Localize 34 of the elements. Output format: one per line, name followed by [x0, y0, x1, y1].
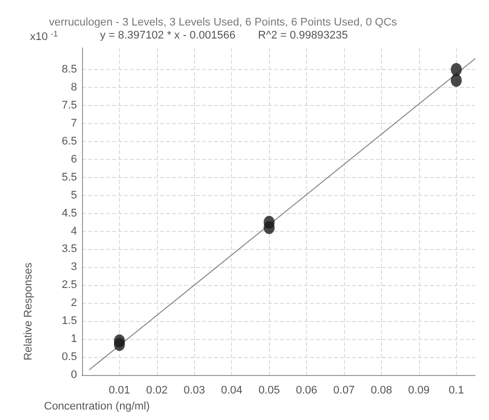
x-tick-label: 0.07 — [333, 384, 355, 396]
text: x10-1 — [30, 30, 58, 43]
text: y = 8.397102 * x - 0.001566 — [100, 30, 236, 42]
y-tick-label: 4 — [70, 225, 77, 238]
y-tick-label: 4.5 — [62, 207, 77, 220]
y-tick-label: 5.5 — [62, 171, 77, 184]
x-tick-label: 0.09 — [408, 384, 430, 396]
x-tick-label: 0.03 — [184, 384, 205, 396]
y-tick-label: 0 — [70, 369, 77, 381]
text: R^2 = 0.99893235 — [258, 30, 348, 42]
x-tick-label: 0.02 — [146, 384, 168, 396]
y-tick-label: 1 — [70, 333, 77, 346]
y-tick-label: 6.5 — [62, 135, 77, 148]
y-tick-label: 7.5 — [62, 99, 77, 112]
y-tick-label: 7 — [70, 117, 77, 130]
y-tick-label: 8 — [70, 82, 77, 94]
x-tick-label: 0.04 — [221, 384, 242, 396]
y-axis-title: Relative Responses — [22, 262, 34, 360]
y-tick-label: 3.5 — [62, 243, 77, 256]
y-tick-label: 2.5 — [62, 279, 77, 292]
x-tick-label: 0.05 — [258, 384, 280, 396]
x-axis-title: Concentration (ng/ml) — [44, 400, 150, 412]
y-tick-label: 5 — [70, 189, 77, 202]
x-tick-label: 0.1 — [448, 384, 464, 396]
x-tick-label: 0.01 — [108, 384, 130, 396]
y-tick-label: 1.5 — [62, 315, 77, 328]
y-tick-label: 6 — [70, 153, 77, 166]
y-tick-label: 3 — [70, 261, 77, 274]
y-tick-label: 8.5 — [62, 64, 77, 76]
chart-title: verruculogen - 3 Levels, 3 Levels Used, 6 Points, 6 Points Used, 0 QCs — [49, 16, 398, 28]
x-tick-label: 0.06 — [296, 384, 318, 396]
y-tick-label: 0.5 — [62, 351, 77, 364]
y-tick-label: 2 — [70, 297, 77, 310]
x-tick-label: 0.08 — [370, 384, 392, 396]
